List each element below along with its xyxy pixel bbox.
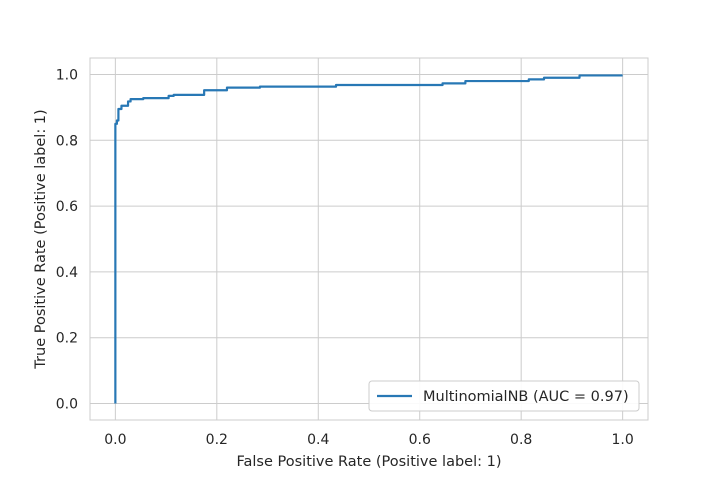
legend: MultinomialNB (AUC = 0.97) (368, 380, 640, 412)
y-tick-label: 0.2 (56, 331, 78, 347)
y-tick-label: 0.0 (56, 397, 78, 413)
y-axis-label: True Positive Rate (Positive label: 1) (33, 109, 49, 369)
y-tick-labels: 0.0 0.2 0.4 0.6 0.8 1.0 (56, 67, 78, 412)
x-tick-label: 0.0 (104, 432, 126, 448)
x-axis-label: False Positive Rate (Positive label: 1) (237, 454, 502, 470)
y-tick-label: 0.4 (56, 265, 78, 281)
roc-curve-line (114, 74, 623, 404)
y-tick-label: 0.8 (56, 133, 78, 149)
legend-entry-label: MultinomialNB (AUC = 0.97) (423, 389, 629, 405)
grid (90, 58, 648, 420)
x-tick-label: 0.4 (307, 432, 329, 448)
x-tick-label: 0.8 (510, 432, 532, 448)
plot-frame (89, 57, 649, 421)
y-tick-label: 1.0 (56, 67, 78, 83)
plot-area (90, 58, 648, 420)
series-layer (114, 74, 623, 404)
x-tick-labels: 0.0 0.2 0.4 0.6 0.8 1.0 (104, 432, 634, 448)
x-tick-label: 1.0 (612, 432, 634, 448)
x-tick-label: 0.6 (409, 432, 431, 448)
legend-box (368, 380, 640, 412)
y-tick-label: 0.6 (56, 199, 78, 215)
x-tick-label: 0.2 (206, 432, 228, 448)
